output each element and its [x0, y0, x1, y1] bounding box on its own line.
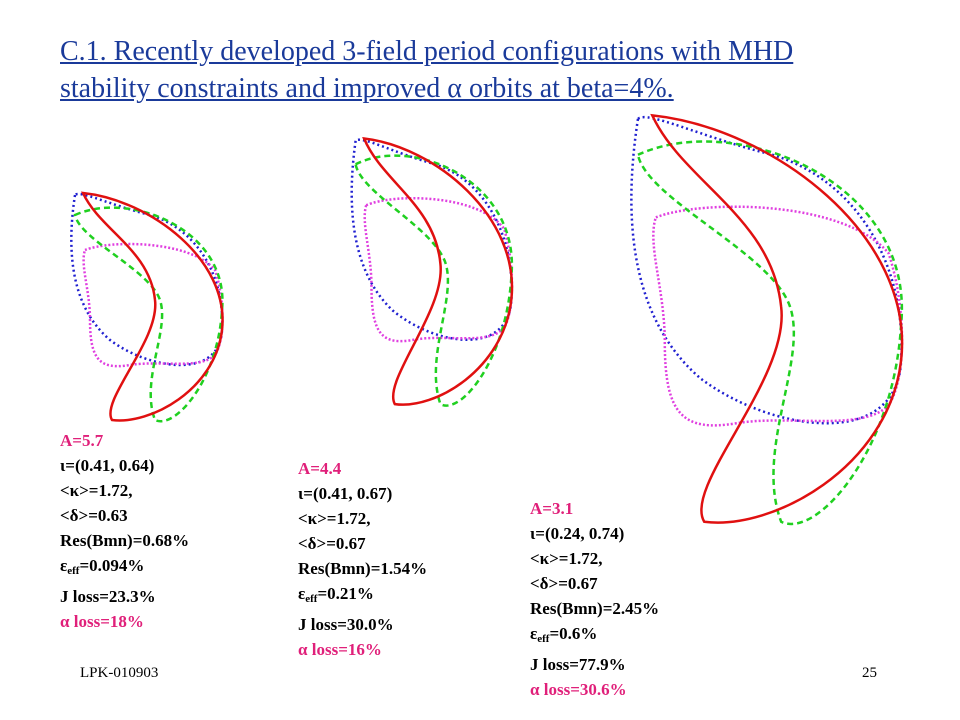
- aloss-line: α loss=30.6%: [530, 680, 627, 699]
- eps-subscript: eff: [305, 593, 318, 605]
- panel-1-shapes: [70, 191, 224, 423]
- kappa-line: <κ>=1.72,: [530, 549, 603, 568]
- eps-value: =0.6%: [549, 624, 598, 643]
- eps-subscript: eff: [67, 565, 80, 577]
- eps-symbol: ε: [298, 584, 306, 603]
- aspect-line: A=5.7: [60, 431, 104, 450]
- kappa-line: <κ>=1.72,: [60, 481, 133, 500]
- aloss-line: α loss=16%: [298, 640, 382, 659]
- jloss-line: J loss=77.9%: [530, 655, 626, 674]
- eps-line: εeff=0.21%: [298, 581, 427, 612]
- res-line: Res(Bmn)=2.45%: [530, 599, 660, 618]
- jloss-line: J loss=30.0%: [298, 615, 394, 634]
- eps-value: =0.21%: [317, 584, 374, 603]
- jloss-line: J loss=23.3%: [60, 587, 156, 606]
- panel-2-shapes: [350, 137, 514, 408]
- eps-symbol: ε: [530, 624, 538, 643]
- eps-value: =0.094%: [79, 556, 145, 575]
- title-line: C.1. Recently developed 3-field period c…: [60, 36, 794, 67]
- kappa-line: <κ>=1.72,: [298, 509, 371, 528]
- res-line: Res(Bmn)=0.68%: [60, 531, 190, 550]
- eps-line: εeff=0.6%: [530, 621, 659, 652]
- delta-line: <δ>=0.67: [298, 534, 366, 553]
- title-line: stability constraints and improved α orb…: [60, 73, 674, 104]
- iota-line: ι=(0.24, 0.74): [530, 524, 625, 543]
- panel-3-shapes: [631, 115, 902, 524]
- aspect-line: A=4.4: [298, 459, 342, 478]
- footer-left: LPK-010903: [80, 665, 159, 681]
- delta-line: <δ>=0.67: [530, 574, 598, 593]
- panel: A=4.4 ι=(0.41, 0.67) <κ>=1.72, <δ>=0.67 Res(…: [298, 456, 427, 662]
- page-number: 25: [862, 665, 877, 681]
- eps-subscript: eff: [537, 633, 550, 645]
- panel: A=3.1 ι=(0.24, 0.74) <κ>=1.72, <δ>=0.67 Res(…: [530, 496, 659, 702]
- delta-line: <δ>=0.63: [60, 506, 128, 525]
- eps-symbol: ε: [60, 556, 68, 575]
- aloss-line: α loss=18%: [60, 612, 144, 631]
- iota-line: ι=(0.41, 0.67): [298, 484, 393, 503]
- iota-line: ι=(0.41, 0.64): [60, 456, 155, 475]
- res-line: Res(Bmn)=1.54%: [298, 559, 428, 578]
- panel: A=5.7 ι=(0.41, 0.64) <κ>=1.72, <δ>=0.63 Res(…: [60, 428, 189, 634]
- aspect-line: A=3.1: [530, 499, 574, 518]
- eps-line: εeff=0.094%: [60, 553, 189, 584]
